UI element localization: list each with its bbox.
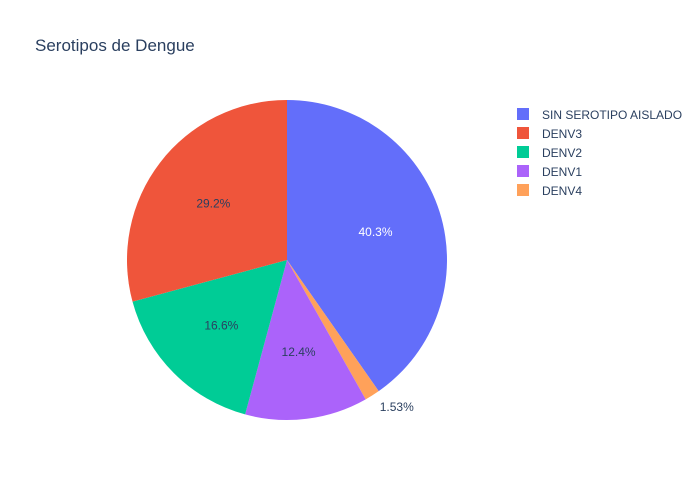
- legend-swatch-denv4: [517, 184, 529, 196]
- pie-slice-denv2[interactable]: [132, 260, 287, 415]
- legend-label-sin-serotipo-aislado: SIN SEROTIPO AISLADO: [542, 108, 682, 122]
- slice-label-denv3: 29.2%: [196, 197, 230, 211]
- legend: SIN SEROTIPO AISLADO DENV3 DENV2 DENV1 DENV4: [517, 108, 682, 198]
- chart-title: Serotipos de Dengue: [35, 36, 195, 55]
- slice-label-denv1: 12.4%: [282, 345, 316, 359]
- legend-label-denv1: DENV1: [542, 165, 582, 179]
- pie-slices: [126, 100, 448, 420]
- pie-slice-denv1[interactable]: [245, 260, 366, 420]
- legend-swatch-denv1: [517, 165, 529, 177]
- legend-swatch-denv3: [517, 127, 529, 139]
- pie-slice-labels: 40.3% 1.53% 12.4% 16.6% 29.2%: [196, 197, 414, 415]
- legend-item-denv4[interactable]: DENV4: [517, 184, 582, 198]
- slice-label-sin-serotipo-aislado: 40.3%: [358, 225, 392, 239]
- legend-item-denv3[interactable]: DENV3: [517, 127, 582, 141]
- pie-slice-denv3[interactable]: [126, 100, 288, 302]
- legend-item-denv2[interactable]: DENV2: [517, 146, 582, 160]
- legend-swatch-denv2: [517, 146, 529, 158]
- legend-label-denv2: DENV2: [542, 146, 582, 160]
- pie-slice-denv4[interactable]: [287, 260, 379, 400]
- slice-label-denv2: 16.6%: [204, 319, 238, 333]
- legend-swatch-sin-serotipo-aislado: [517, 108, 529, 120]
- legend-label-denv4: DENV4: [542, 184, 582, 198]
- slice-label-denv4: 1.53%: [380, 400, 414, 414]
- legend-item-sin-serotipo-aislado[interactable]: SIN SEROTIPO AISLADO: [517, 108, 682, 122]
- legend-item-denv1[interactable]: DENV1: [517, 165, 582, 179]
- legend-label-denv3: DENV3: [542, 127, 582, 141]
- pie-slice-sin-serotipo-aislado[interactable]: [287, 100, 448, 392]
